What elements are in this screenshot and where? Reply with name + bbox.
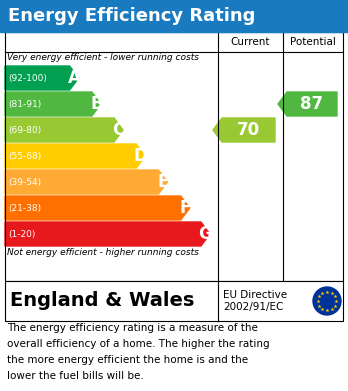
Text: Current: Current [231,37,270,47]
Text: E: E [157,173,169,191]
Text: C: C [112,121,125,139]
Text: the more energy efficient the home is and the: the more energy efficient the home is an… [7,355,248,365]
Text: lower the fuel bills will be.: lower the fuel bills will be. [7,371,144,381]
Circle shape [313,287,341,315]
Text: overall efficiency of a home. The higher the rating: overall efficiency of a home. The higher… [7,339,270,349]
Bar [5,32,343,281]
Text: D: D [134,147,148,165]
Polygon shape [213,118,275,142]
Polygon shape [5,144,145,168]
Text: 70: 70 [237,121,260,139]
Text: G: G [199,225,212,243]
Text: Energy Efficiency Rating: Energy Efficiency Rating [8,7,255,25]
Text: (69-80): (69-80) [8,126,41,135]
Text: 87: 87 [300,95,324,113]
Polygon shape [5,66,79,90]
Polygon shape [278,92,337,116]
Text: The energy efficiency rating is a measure of the: The energy efficiency rating is a measur… [7,323,258,333]
Text: (55-68): (55-68) [8,151,41,160]
Text: F: F [180,199,191,217]
Text: (1-20): (1-20) [8,230,35,239]
Text: (39-54): (39-54) [8,178,41,187]
Polygon shape [5,118,123,142]
Text: Not energy efficient - higher running costs: Not energy efficient - higher running co… [7,248,199,257]
Text: B: B [90,95,103,113]
Text: (92-100): (92-100) [8,74,47,83]
Polygon shape [5,222,210,246]
Text: England & Wales: England & Wales [10,292,195,310]
Polygon shape [5,92,101,116]
Text: A: A [68,69,81,87]
Text: (21-38): (21-38) [8,203,41,212]
Text: 2002/91/EC: 2002/91/EC [223,302,283,312]
Bar [5,281,343,321]
Text: (81-91): (81-91) [8,99,41,108]
Bar [0,0,348,32]
Text: Very energy efficient - lower running costs: Very energy efficient - lower running co… [7,53,199,62]
Text: Potential: Potential [290,37,336,47]
Polygon shape [5,170,167,194]
Text: EU Directive: EU Directive [223,290,287,300]
Polygon shape [5,196,190,220]
